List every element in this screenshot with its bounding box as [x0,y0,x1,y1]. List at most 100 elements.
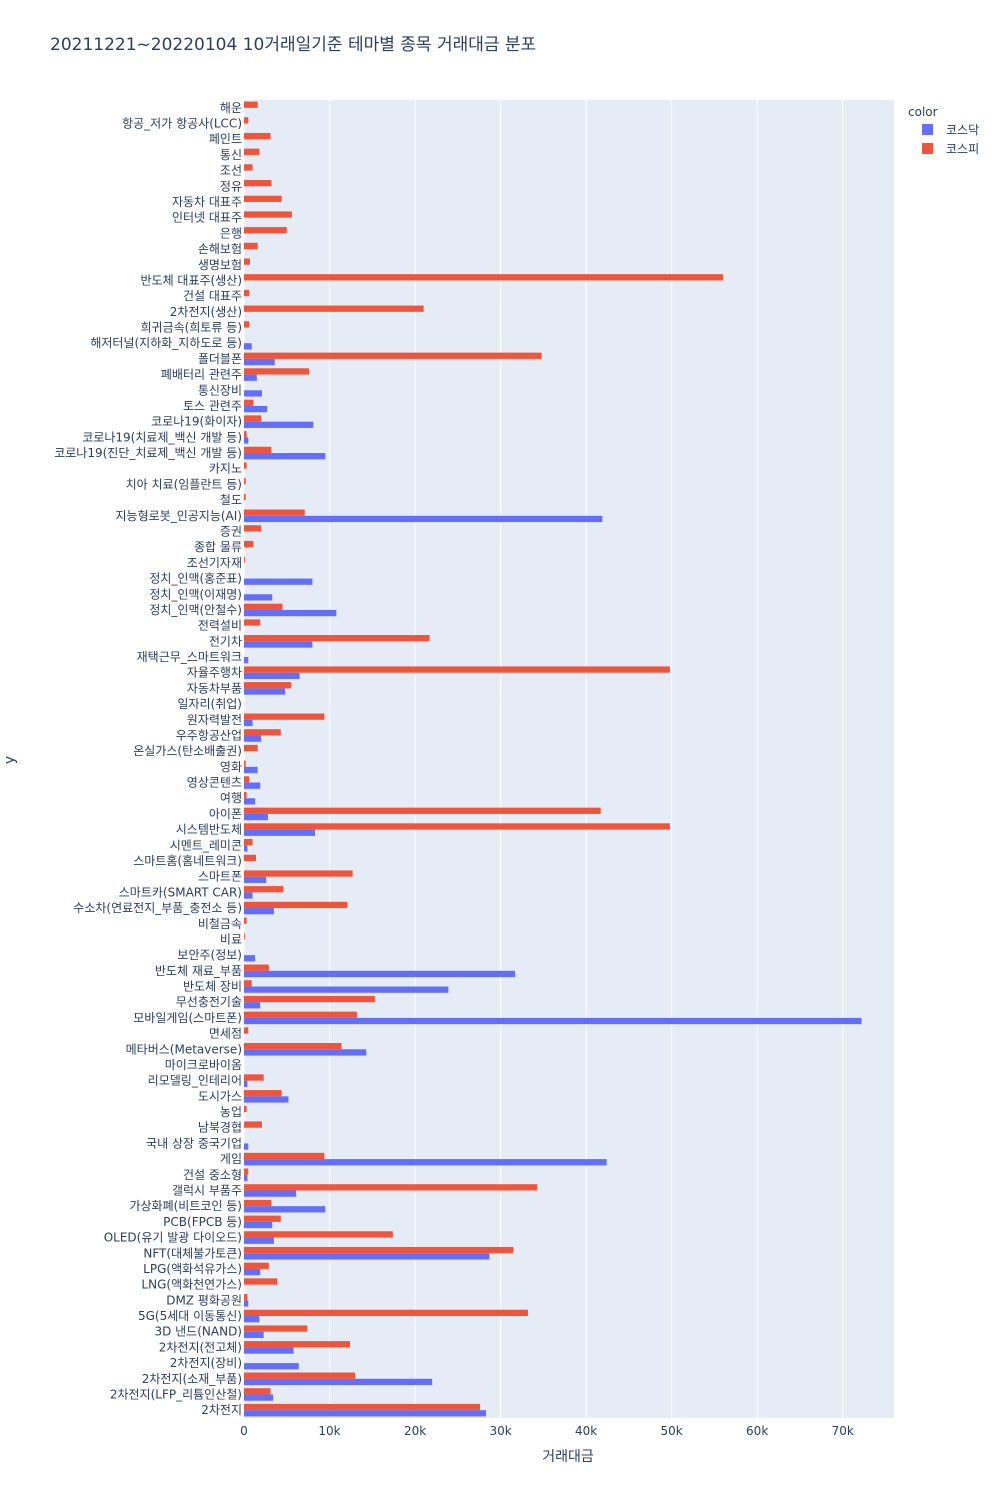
bar[interactable] [244,117,249,124]
bar[interactable] [244,908,274,915]
bar[interactable] [244,1215,281,1222]
bar[interactable] [244,657,249,664]
bar[interactable] [244,760,246,767]
bar[interactable] [244,682,292,689]
bar[interactable] [244,970,516,978]
bar[interactable] [244,343,252,350]
bar[interactable] [244,374,257,381]
bar[interactable] [244,807,601,814]
bar[interactable] [244,1143,249,1150]
bar[interactable] [244,453,326,460]
bar[interactable] [244,289,250,297]
bar[interactable] [244,540,254,548]
bar[interactable] [244,1042,342,1050]
bar[interactable] [244,358,275,366]
bar[interactable] [244,641,313,648]
bar[interactable] [244,305,424,312]
bar[interactable] [244,635,430,642]
bar[interactable] [244,1378,433,1386]
bar[interactable] [244,493,246,501]
bar[interactable] [244,609,337,617]
bar[interactable] [244,1074,264,1081]
bar[interactable] [244,1231,393,1238]
bar[interactable] [244,1300,249,1307]
bar[interactable] [244,1388,271,1395]
bar[interactable] [244,478,246,485]
legend[interactable]: color 코스닥 코스피 [908,105,979,156]
bar[interactable] [244,1403,481,1411]
bar[interactable] [244,829,315,836]
bar[interactable] [244,776,250,783]
bar[interactable] [244,1121,262,1128]
bar[interactable] [244,744,258,752]
legend-label-kosdaq[interactable]: 코스닥 [946,123,979,137]
bar[interactable] [244,1049,367,1056]
bar[interactable] [244,1278,278,1285]
bar[interactable] [244,437,249,444]
bar[interactable] [244,1268,261,1276]
bar[interactable] [244,1363,299,1370]
bar[interactable] [244,955,256,962]
bar[interactable] [244,515,603,523]
bar[interactable] [244,766,258,774]
legend-swatch-kospi[interactable] [922,143,933,154]
bar[interactable] [244,1221,273,1229]
bar[interactable] [244,729,281,736]
bar[interactable] [244,258,250,265]
bar[interactable] [244,892,253,899]
bar[interactable] [244,148,260,155]
bar[interactable] [244,1394,274,1401]
bar[interactable] [244,1325,308,1332]
bar[interactable] [244,368,309,375]
bar[interactable] [244,1168,249,1175]
bars[interactable] [244,101,862,1417]
bar[interactable] [244,798,256,805]
bar[interactable] [244,1206,326,1213]
bar[interactable] [244,986,449,993]
bar[interactable] [244,917,247,924]
bar[interactable] [244,901,348,909]
bar[interactable] [244,1011,357,1018]
bar[interactable] [244,101,258,108]
bar[interactable] [244,1341,351,1348]
bar[interactable] [244,352,542,359]
bar[interactable] [244,845,248,852]
bar[interactable] [244,164,253,171]
bar[interactable] [244,619,261,626]
bar[interactable] [244,1184,538,1191]
bar[interactable] [244,1152,325,1160]
bar[interactable] [244,980,252,987]
bar[interactable] [244,405,268,413]
bar[interactable] [244,274,723,281]
bar[interactable] [244,1237,274,1244]
bar[interactable] [244,1246,514,1254]
bar[interactable] [244,509,305,516]
bar[interactable] [244,180,272,187]
bar[interactable] [244,421,314,428]
bar[interactable] [244,399,254,406]
bar[interactable] [244,995,375,1003]
bar[interactable] [244,791,247,799]
bar[interactable] [244,1410,487,1417]
bar[interactable] [244,321,250,328]
bar[interactable] [244,1159,607,1166]
bar[interactable] [244,1262,269,1269]
bar[interactable] [244,1002,261,1009]
bar[interactable] [244,886,284,893]
bar[interactable] [244,688,286,695]
bar[interactable] [244,227,287,234]
bar[interactable] [244,964,269,971]
bar[interactable] [244,431,247,438]
bar[interactable] [244,1027,249,1034]
bar[interactable] [244,132,271,140]
bar[interactable] [244,933,245,940]
bar[interactable] [244,713,325,720]
bar[interactable] [244,603,283,610]
bar[interactable] [244,672,300,679]
legend-swatch-kosdaq[interactable] [922,124,933,135]
bar[interactable] [244,1372,356,1379]
bar[interactable] [244,839,253,846]
bar[interactable] [244,1080,248,1087]
bar[interactable] [244,1090,282,1097]
bar[interactable] [244,735,262,742]
